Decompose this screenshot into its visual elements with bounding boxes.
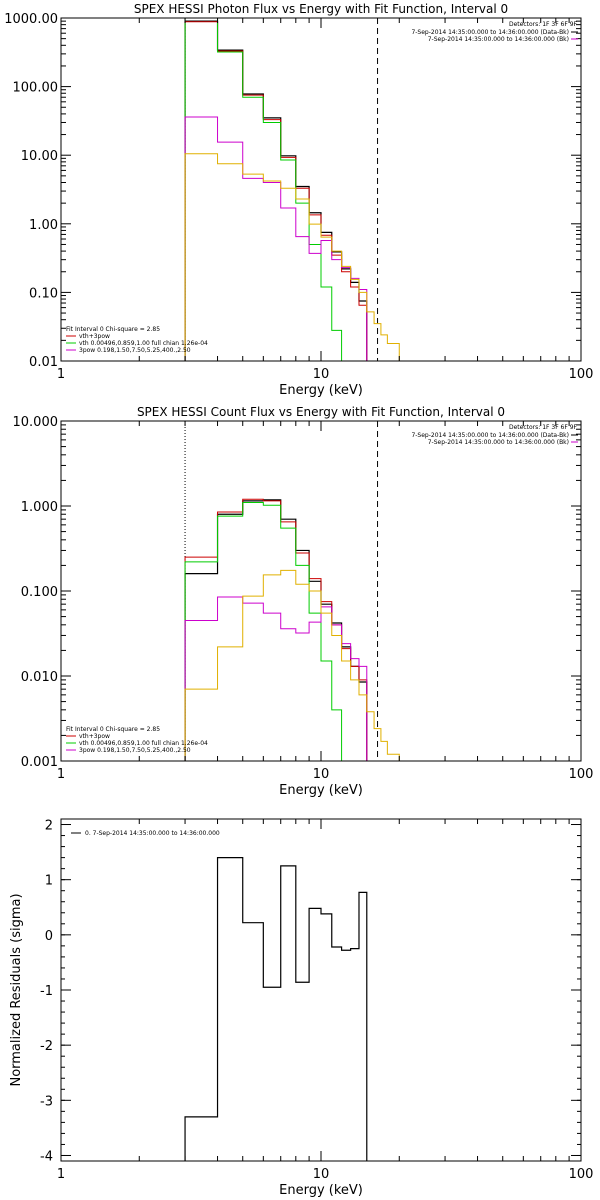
x-axis-label: Energy (keV): [279, 383, 363, 398]
y-tick-label: 1000.00: [4, 12, 58, 27]
legend-entry: 3pow 0.198,1.50,7.50,5.25,400.,2.50: [79, 747, 191, 754]
series-group: [184, 498, 400, 761]
chart-title: SPEX HESSI Count Flux vs Energy with Fit…: [137, 405, 505, 419]
x-tick-label: 1: [57, 767, 65, 782]
series-group: [184, 857, 368, 1161]
legend-entry: vth 0.00496,0.859,1.00 full chian 1.26e-…: [79, 740, 208, 747]
y-tick-label: 1.00: [29, 218, 58, 233]
time-range-bk-text: 7-Sep-2014 14:35:00.000 to 14:36:00.000 …: [428, 439, 569, 446]
series-bk-line: [184, 153, 411, 361]
y-tick-label: 1: [45, 874, 53, 889]
detectors-text: Detectors: 1F 3F 6F 9F: [509, 21, 578, 28]
x-axis-label: Energy (keV): [279, 1183, 363, 1198]
y-tick-label: -3: [40, 1094, 53, 1109]
legend-header: Fit Interval 0 Chi-square = 2.85: [66, 326, 160, 333]
time-range-data-text: 7-Sep-2014 14:35:00.000 to 14:36:00.000 …: [411, 432, 569, 439]
x-tick-label: 10: [313, 1167, 330, 1182]
legend-entry: vth+3pow: [79, 733, 110, 740]
series-bpow-line: [184, 116, 368, 361]
x-tick-label: 10: [313, 767, 330, 782]
y-tick-label: 2: [45, 819, 53, 834]
y-tick-label: 0.100: [21, 585, 58, 600]
x-axis-label: Energy (keV): [279, 783, 363, 798]
legend-entry: vth 0.00496,0.859,1.00 full chian 1.26e-…: [79, 340, 208, 347]
y-tick-label: -2: [40, 1039, 53, 1054]
time-range-data-text: 7-Sep-2014 14:35:00.000 to 14:36:00.000 …: [411, 29, 569, 36]
series-data-line: [184, 499, 368, 761]
x-tick-label: 1: [57, 367, 65, 382]
panel-3: 1 10 100 Energy (keV) -4 -3 -2 -1 0 1 2 Normalized …: [9, 818, 594, 1198]
y-tick-label: 0.001: [21, 755, 58, 770]
y-tick-label: -1: [40, 984, 53, 999]
chart-title: SPEX HESSI Photon Flux vs Energy with Fi…: [134, 2, 508, 16]
time-range-bk-text: 7-Sep-2014 14:35:00.000 to 14:36:00.000 …: [428, 36, 569, 43]
x-tick-label: 1: [57, 1167, 65, 1182]
y-tick-label: 10.000: [13, 415, 59, 430]
series-total-line: [184, 21, 368, 361]
y-tick-label: -4: [40, 1149, 53, 1164]
legend-entry: 3pow 0.198,1.50,7.50,5.25,400.,2.50: [79, 347, 191, 354]
panel-2: SPEX HESSI Count Flux vs Energy with Fit…: [13, 405, 594, 798]
plot-frame: [60, 17, 582, 362]
legend-header: Fit Interval 0 Chi-square = 2.85: [66, 726, 160, 733]
x-tick-label: 100: [569, 767, 594, 782]
series-data-line: [184, 857, 368, 1161]
y-tick-label: 0.010: [21, 670, 58, 685]
series-data-line: [184, 20, 368, 361]
x-tick-label: 10: [313, 367, 330, 382]
x-tick-label: 100: [569, 367, 594, 382]
series-group: [184, 18, 411, 361]
x-tick-label: 100: [569, 1167, 594, 1182]
y-tick-label: 10.00: [21, 149, 58, 164]
series-total-line: [184, 498, 368, 761]
y-tick-label: 0: [45, 929, 53, 944]
y-tick-label: 1.000: [21, 500, 58, 515]
legend-entry: 0. 7-Sep-2014 14:35:00.000 to 14:36:00.0…: [85, 830, 220, 837]
y-tick-label: 0.01: [29, 355, 58, 370]
y-tick-label: 0.10: [29, 286, 58, 301]
y-axis-label: Normalized Residuals (sigma): [9, 893, 24, 1086]
series-vth-line: [184, 18, 343, 361]
y-tick-label: 100.00: [13, 81, 59, 96]
legend-entry: vth+3pow: [79, 333, 110, 340]
series-bk-line: [184, 569, 400, 761]
plot-frame: [60, 818, 582, 1162]
detectors-text: Detectors: 1F 3F 6F 9F: [509, 424, 578, 431]
panel-1: SPEX HESSI Photon Flux vs Energy with Fi…: [4, 2, 594, 398]
